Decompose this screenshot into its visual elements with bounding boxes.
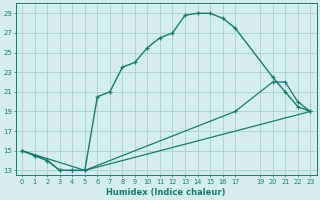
- X-axis label: Humidex (Indice chaleur): Humidex (Indice chaleur): [107, 188, 226, 197]
